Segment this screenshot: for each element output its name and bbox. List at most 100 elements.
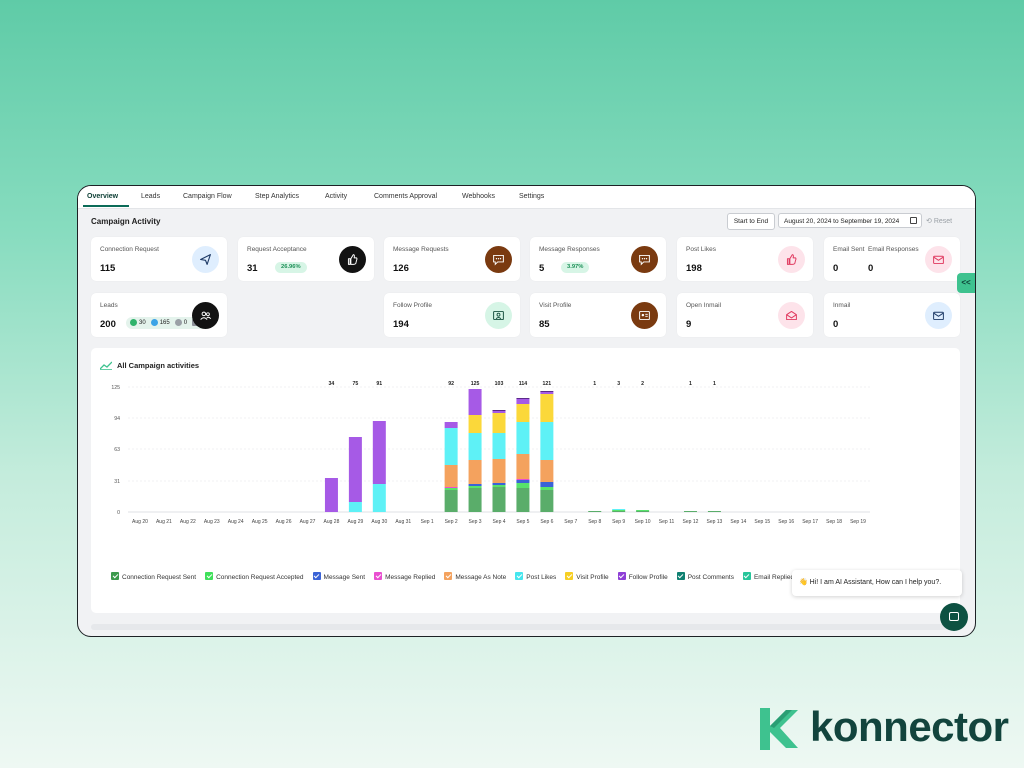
tab-step-analytics[interactable]: Step Analytics (255, 193, 299, 200)
collapse-panel-button[interactable]: << (957, 273, 975, 293)
bar-segment (468, 486, 482, 488)
pending-badge: 165 (150, 319, 170, 327)
bar-segment (444, 428, 458, 465)
legend-item[interactable]: Email Replied (742, 572, 794, 581)
legend-label: Connection Request Accepted (216, 574, 304, 581)
ai-assistant-bubble[interactable]: 👋 Hi! I am AI Assistant, How can I help … (792, 570, 962, 596)
legend-item[interactable]: Visit Profile (565, 572, 609, 581)
bar-segment (372, 484, 386, 512)
response-rate-badge: 3.97% (561, 262, 590, 273)
bar-segment (540, 482, 554, 487)
bar-total-label: 75 (352, 381, 358, 387)
bar-segment (612, 510, 626, 511)
card-label: Post Likes (686, 246, 716, 253)
card-message-responses: Message Responses 5 3.97% (530, 237, 666, 281)
mail-icon (925, 302, 952, 329)
horizontal-scrollbar[interactable] (91, 624, 960, 630)
bar-segment (492, 459, 506, 483)
legend-label: Connection Request Sent (122, 574, 197, 581)
thumbs-up-icon (339, 246, 366, 273)
x-tick-label: Sep 14 (730, 519, 746, 525)
x-tick-label: Aug 29 (347, 519, 363, 525)
bar-segment (444, 422, 458, 428)
send-icon (192, 246, 219, 273)
bar-total-label: 1 (713, 381, 716, 387)
bar-segment (612, 509, 626, 510)
checkbox-icon[interactable] (374, 572, 383, 580)
card-visit-profile: Visit Profile 85 (530, 293, 666, 337)
checkbox-icon[interactable] (111, 572, 119, 580)
card-label: Message Responses (539, 246, 600, 253)
x-tick-label: Sep 17 (802, 519, 818, 525)
brand-wordmark: konnector (810, 703, 1009, 750)
date-range-picker[interactable]: August 20, 2024 to September 19, 2024 (778, 213, 922, 228)
legend-item[interactable]: Post Comments (676, 572, 734, 581)
tab-settings[interactable]: Settings (519, 193, 545, 200)
card-value-email-responses: 0 (868, 263, 874, 274)
checkbox-icon[interactable] (617, 572, 626, 580)
bar-total-label: 1 (689, 381, 692, 387)
legend-item[interactable]: Post Likes (515, 572, 556, 581)
bar-segment (324, 478, 338, 512)
x-tick-label: Sep 10 (635, 519, 651, 525)
card-value: 126 (393, 263, 409, 274)
card-label: Open Inmail (686, 302, 722, 309)
tab-overview[interactable]: Overview (87, 193, 119, 200)
checkbox-icon[interactable] (312, 572, 321, 580)
reset-button[interactable]: ⟲ Reset (926, 217, 952, 225)
tab-activity[interactable]: Activity (325, 193, 348, 200)
bar-segment (348, 502, 362, 512)
tab-comments-approval[interactable]: Comments Approval (374, 193, 438, 200)
accepted-badge: 30 (130, 319, 146, 327)
card-value: 5 (539, 263, 545, 274)
card-label: Follow Profile (393, 302, 433, 309)
bar-segment (468, 484, 482, 486)
checkbox-icon[interactable] (565, 572, 574, 580)
start-to-end-button[interactable]: Start to End (727, 213, 775, 230)
tab-bar: Overview Leads Campaign Flow Step Analyt… (78, 186, 975, 209)
checkbox-icon[interactable] (676, 572, 685, 580)
y-tick-label: 63 (114, 447, 120, 453)
x-tick-label: Sep 19 (850, 519, 866, 525)
check-icon (130, 319, 137, 327)
tab-leads[interactable]: Leads (141, 193, 161, 200)
x-tick-label: Aug 26 (276, 519, 292, 525)
x-tick-label: Sep 18 (826, 519, 842, 525)
legend-item[interactable]: Message As Note (444, 572, 506, 581)
x-tick-label: Sep 4 (492, 519, 505, 525)
x-tick-label: Aug 24 (228, 519, 244, 525)
legend-item[interactable]: Connection Request Accepted (205, 572, 304, 581)
checkbox-icon[interactable] (742, 572, 751, 580)
other-badge: 0 (174, 319, 187, 327)
x-tick-label: Sep 9 (612, 519, 625, 525)
bar-segment (540, 460, 554, 482)
card-value: 115 (100, 263, 116, 274)
legend-item[interactable]: Follow Profile (617, 572, 668, 581)
checkbox-icon[interactable] (444, 572, 453, 580)
bar-segment (492, 410, 506, 411)
bar-segment (516, 454, 530, 479)
legend-item[interactable]: Message Replied (374, 572, 435, 581)
reset-label: Reset (933, 218, 953, 225)
chart-legend: Connection Request Sent Connection Reques… (111, 572, 851, 589)
bar-total-label: 114 (519, 381, 527, 387)
checkbox-icon[interactable] (515, 572, 524, 580)
bar-segment (492, 411, 506, 413)
x-tick-label: Sep 16 (778, 519, 794, 525)
open-mail-icon (778, 302, 805, 329)
checkbox-icon[interactable] (205, 572, 214, 580)
follow-icon (485, 302, 512, 329)
legend-item[interactable]: Connection Request Sent (111, 572, 196, 581)
x-tick-label: Sep 8 (588, 519, 601, 525)
bar-segment (468, 460, 482, 484)
chat-launcher-button[interactable] (940, 603, 968, 631)
pending-count: 165 (159, 320, 170, 327)
x-tick-label: Sep 5 (516, 519, 529, 525)
tab-webhooks[interactable]: Webhooks (462, 193, 495, 200)
legend-item[interactable]: Message Sent (312, 572, 365, 581)
tab-campaign-flow[interactable]: Campaign Flow (183, 193, 232, 200)
card-value: 198 (686, 263, 702, 274)
x-tick-label: Aug 31 (395, 519, 411, 525)
card-value: 9 (686, 319, 692, 330)
